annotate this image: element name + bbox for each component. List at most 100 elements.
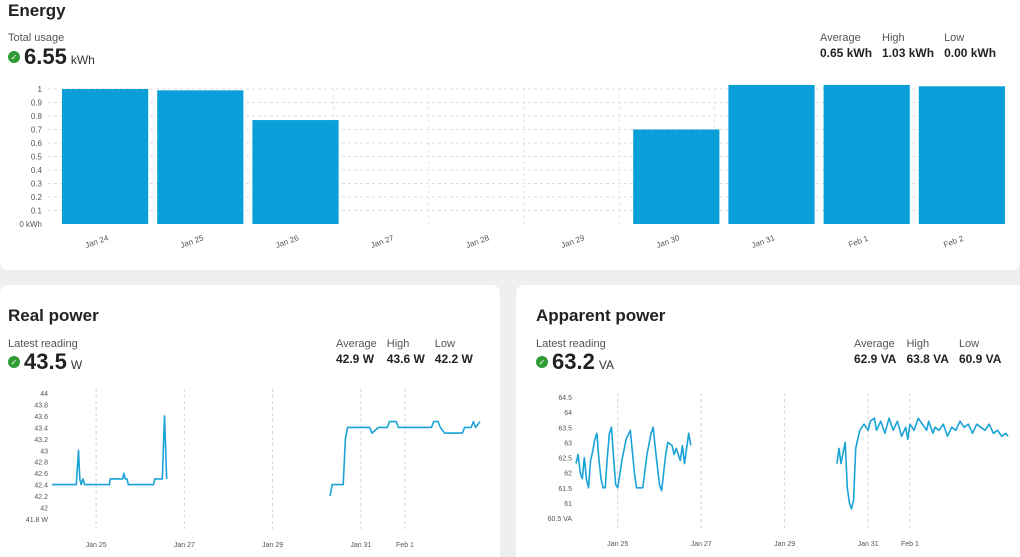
x-tick-label: Jan 27 xyxy=(691,541,712,548)
y-tick-label: 62.5 xyxy=(558,456,572,463)
real-power-card: Real power Latest reading ✓ 43.5 W Avera… xyxy=(0,285,500,557)
total-usage-label: Total usage xyxy=(8,32,65,44)
energy-stat-average: Average 0.65 kWh xyxy=(820,32,872,60)
energy-bar xyxy=(252,120,339,224)
y-tick-label: 62 xyxy=(564,471,572,478)
latest-reading-unit: VA xyxy=(598,358,614,372)
energy-card: Energy Total usage ✓ 6.55 kWh Average 0.… xyxy=(0,0,1020,270)
y-tick-label: 0.4 xyxy=(31,166,43,175)
x-tick-label: Feb 2 xyxy=(942,234,965,250)
x-tick-label: Jan 25 xyxy=(179,233,205,250)
energy-bar xyxy=(918,86,1005,224)
apparent-power-title: Apparent power xyxy=(536,306,666,325)
latest-reading-value: 63.2 xyxy=(552,349,595,374)
x-tick-label: Jan 31 xyxy=(350,542,371,549)
x-tick-label: Jan 26 xyxy=(274,233,300,250)
x-tick-label: Jan 24 xyxy=(84,233,110,250)
series-line xyxy=(575,426,692,492)
stat-label: High xyxy=(386,338,410,350)
check-circle-icon: ✓ xyxy=(8,356,20,368)
x-tick-label: Jan 30 xyxy=(655,233,681,250)
stat-label: Average xyxy=(820,32,861,44)
y-tick-label: 0.6 xyxy=(31,139,43,148)
x-tick-label: Jan 29 xyxy=(560,233,586,250)
latest-reading-row: ✓ 43.5 W xyxy=(8,349,82,375)
y-tick-label: 43 xyxy=(40,448,48,455)
x-tick-label: Feb 1 xyxy=(847,234,870,250)
latest-reading-row: ✓ 63.2 VA xyxy=(536,349,614,375)
y-tick-label: 61 xyxy=(564,501,572,508)
apparent-power-stats: Average 62.9 VA High 63.8 VA Low 60.9 VA xyxy=(854,338,1001,366)
y-tick-label: 61.5 xyxy=(558,486,572,493)
y-tick-label: 63 xyxy=(564,440,572,447)
stat-label: Low xyxy=(944,32,965,44)
y-tick-label: 0.1 xyxy=(31,207,43,216)
x-tick-label: Jan 31 xyxy=(750,233,776,250)
stat-label: Average xyxy=(336,338,377,350)
y-tick-label: 42.4 xyxy=(34,483,48,490)
latest-reading-label: Latest reading xyxy=(8,338,78,350)
apparent-power-card: Apparent power Latest reading ✓ 63.2 VA … xyxy=(516,285,1020,557)
series-line xyxy=(329,420,481,497)
y-tick-label: 43.8 xyxy=(34,402,48,409)
energy-bar xyxy=(157,90,244,224)
y-tick-label: 42.8 xyxy=(34,460,48,467)
x-tick-label: Feb 1 xyxy=(396,542,414,549)
y-tick-label: 0.5 xyxy=(31,153,43,162)
stat-label: Average xyxy=(854,338,895,350)
apparent-stat-high: High 63.8 VA xyxy=(906,338,948,366)
total-usage-row: ✓ 6.55 kWh xyxy=(8,44,95,70)
y-tick-label: 0.7 xyxy=(31,126,43,135)
x-tick-label: Jan 27 xyxy=(174,542,195,549)
latest-reading-value: 43.5 xyxy=(24,349,67,374)
apparent-stat-average: Average 62.9 VA xyxy=(854,338,896,366)
energy-bar xyxy=(62,89,149,224)
stat-value: 60.9 VA xyxy=(958,352,1002,366)
latest-reading-unit: W xyxy=(70,358,83,372)
energy-stat-high: High 1.03 kWh xyxy=(882,32,934,60)
energy-bar xyxy=(728,84,815,224)
total-usage-value: 6.55 xyxy=(24,44,67,69)
y-tick-label: 64.5 xyxy=(558,395,572,402)
stat-label: Low xyxy=(434,338,455,350)
y-tick-label: 0.8 xyxy=(31,112,43,121)
y-tick-label: 63.5 xyxy=(558,425,572,432)
x-tick-label: Jan 29 xyxy=(262,542,283,549)
total-usage-unit: kWh xyxy=(70,53,95,67)
stat-label: High xyxy=(882,32,905,44)
x-tick-label: Jan 29 xyxy=(774,541,795,548)
stat-label: High xyxy=(906,338,930,350)
real-power-stats: Average 42.9 W High 43.6 W Low 42.2 W xyxy=(336,338,473,366)
stat-value: 42.2 W xyxy=(434,352,473,366)
x-tick-label: Jan 25 xyxy=(607,541,628,548)
stat-value: 1.03 kWh xyxy=(882,46,935,60)
latest-reading-label: Latest reading xyxy=(536,338,606,350)
check-circle-icon: ✓ xyxy=(536,356,548,368)
energy-stats: Average 0.65 kWh High 1.03 kWh Low 0.00 … xyxy=(820,32,996,60)
y-tick-label: 0 kWh xyxy=(19,220,42,229)
y-tick-label: 64 xyxy=(564,410,572,417)
stat-value: 0.65 kWh xyxy=(820,46,873,60)
stat-value: 43.6 W xyxy=(386,352,425,366)
x-tick-label: Jan 27 xyxy=(370,233,396,250)
energy-stat-low: Low 0.00 kWh xyxy=(944,32,996,60)
real-stat-average: Average 42.9 W xyxy=(336,338,377,366)
y-tick-label: 44 xyxy=(40,391,48,398)
real-power-line-chart: 41.8 W 42 42.2 42.4 42.6 42.8 43 43.2 43.4 43.6 43… xyxy=(26,389,481,549)
energy-bar xyxy=(633,129,720,224)
energy-bar xyxy=(823,84,910,224)
y-tick-label: 42.6 xyxy=(34,471,48,478)
y-tick-label: 0.3 xyxy=(31,180,43,189)
y-tick-label: 43.2 xyxy=(34,437,48,444)
x-tick-label: Jan 31 xyxy=(858,541,879,548)
energy-bar-chart: 0 kWh 0.1 0.2 0.3 0.4 0.5 0.6 0.7 0.8 0.9 1 Jan 24 J… xyxy=(19,84,1005,250)
y-tick-label: 42.2 xyxy=(34,494,48,501)
y-tick-label: 41.8 W xyxy=(26,517,49,524)
energy-title: Energy xyxy=(8,1,66,20)
y-tick-label: 0.9 xyxy=(31,99,43,108)
x-tick-label: Jan 28 xyxy=(465,233,491,250)
real-power-title: Real power xyxy=(8,306,99,325)
y-tick-label: 43.6 xyxy=(34,414,48,421)
y-tick-label: 42 xyxy=(40,506,48,513)
stat-value: 42.9 W xyxy=(336,352,375,366)
